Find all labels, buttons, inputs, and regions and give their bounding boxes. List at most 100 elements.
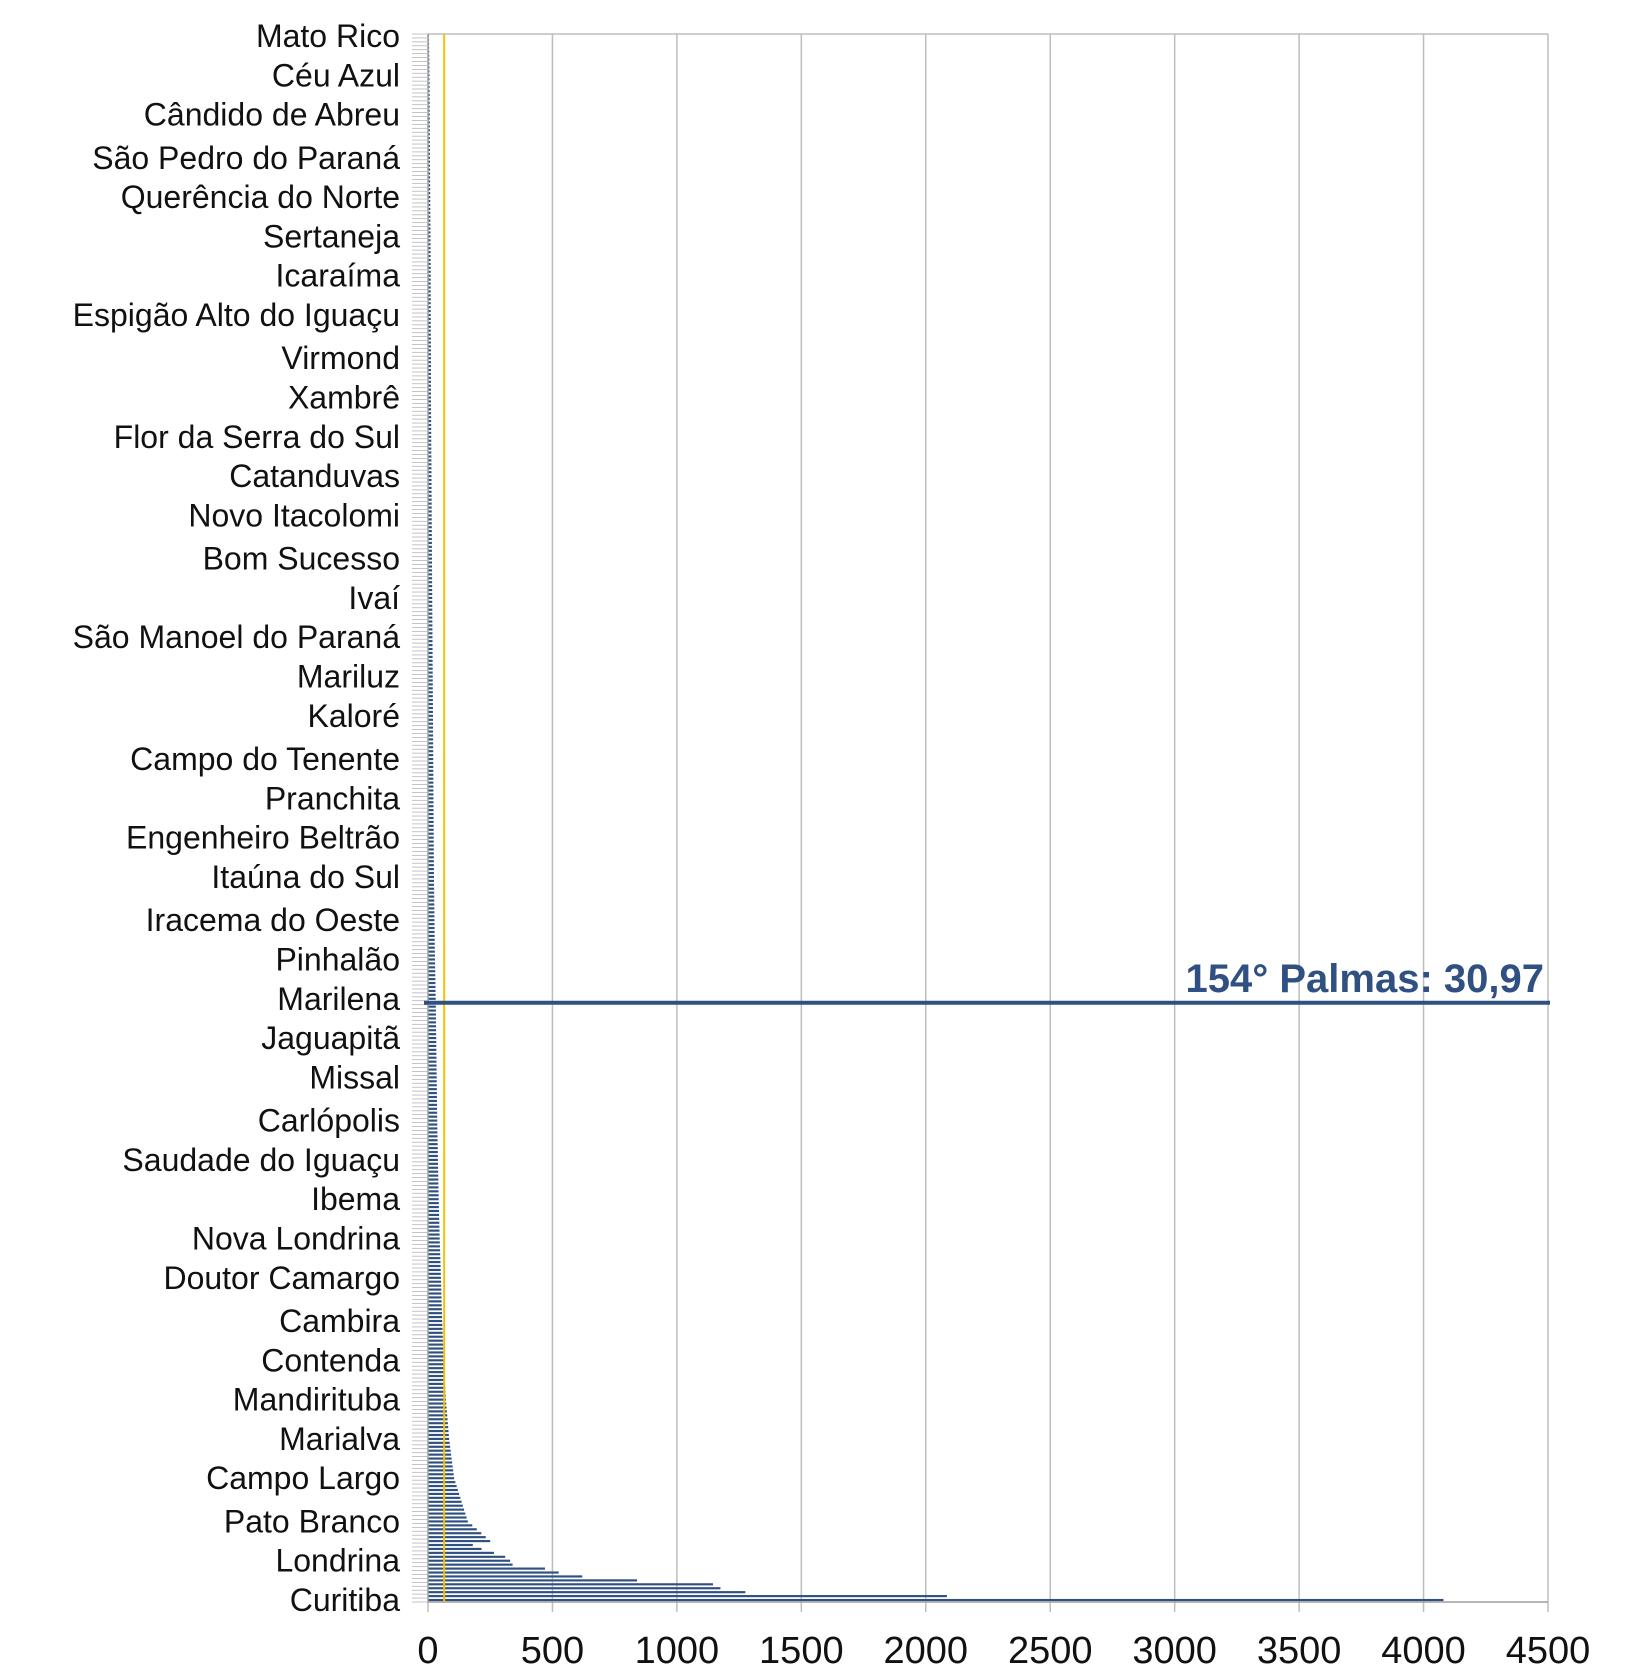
- bar: [428, 541, 432, 544]
- y-category-label: Saudade do Iguaçu: [122, 1142, 400, 1178]
- bar: [428, 809, 434, 812]
- bar: [428, 1524, 473, 1527]
- bar: [428, 1213, 440, 1216]
- bar: [428, 121, 430, 124]
- bar: [428, 1131, 438, 1134]
- bar: [428, 412, 432, 415]
- bar: [428, 596, 433, 600]
- bar: [428, 1174, 439, 1177]
- bar: [428, 730, 434, 733]
- bar: [428, 1025, 437, 1028]
- bar: [428, 644, 433, 647]
- bar: [428, 192, 431, 195]
- bar: [428, 1190, 439, 1193]
- bar: [428, 223, 431, 226]
- bar: [428, 1288, 442, 1291]
- bar: [428, 1162, 439, 1165]
- bar: [428, 930, 435, 934]
- bar: [428, 1260, 441, 1264]
- bar: [428, 592, 433, 596]
- bar: [428, 1040, 437, 1044]
- bar: [428, 129, 430, 132]
- bar: [428, 919, 435, 922]
- bar: [428, 577, 433, 580]
- x-tick-label: 2500: [1008, 1630, 1093, 1672]
- bar: [428, 1048, 437, 1051]
- bar: [428, 793, 434, 796]
- bar: [428, 1374, 445, 1378]
- grid-layer: [428, 33, 1549, 1602]
- bar: [428, 970, 436, 973]
- bar: [428, 785, 434, 788]
- bar: [428, 152, 430, 155]
- y-category-label: Mato Rico: [256, 18, 400, 54]
- bar: [428, 1457, 452, 1460]
- bar: [428, 824, 434, 827]
- bar: [428, 1394, 446, 1397]
- bar: [428, 1516, 467, 1519]
- bar: [428, 978, 436, 981]
- x-tick-label: 1500: [759, 1630, 844, 1672]
- bar: [428, 1123, 438, 1126]
- bar: [428, 1127, 438, 1130]
- bar: [428, 337, 431, 340]
- bar: [428, 746, 434, 749]
- bar: [428, 176, 431, 179]
- bar: [428, 423, 432, 427]
- bar: [428, 368, 431, 372]
- y-category-label: Flor da Serra do Sul: [114, 419, 400, 455]
- bar: [428, 856, 434, 859]
- bar: [428, 1347, 444, 1350]
- bar: [428, 620, 433, 623]
- bar: [428, 443, 432, 446]
- bar: [428, 687, 433, 690]
- bar: [428, 486, 432, 489]
- bar: [428, 1308, 442, 1311]
- bar: [428, 184, 431, 187]
- bar: [428, 659, 433, 662]
- bar: [428, 353, 431, 356]
- y-category-label: Céu Azul: [272, 57, 400, 93]
- bar: [428, 1178, 439, 1181]
- bar-large: [428, 1579, 638, 1582]
- bar: [428, 537, 432, 541]
- bar: [428, 530, 432, 533]
- y-category-label: Doutor Camargo: [163, 1260, 400, 1296]
- bar: [428, 1390, 446, 1393]
- bar: [428, 361, 431, 364]
- bar: [428, 286, 431, 289]
- bar: [428, 105, 430, 108]
- bar: [428, 1072, 437, 1075]
- bar: [428, 883, 435, 886]
- bar-large: [428, 1559, 511, 1562]
- y-category-label: Curitiba: [290, 1582, 400, 1618]
- bar: [428, 101, 430, 104]
- bar: [428, 1084, 437, 1087]
- bar: [428, 388, 431, 391]
- x-tick-label: 3000: [1132, 1630, 1217, 1672]
- bar: [428, 227, 431, 230]
- bar: [428, 1017, 436, 1020]
- bar: [428, 82, 430, 85]
- bar: [428, 950, 435, 953]
- bar: [428, 954, 435, 957]
- bar: [428, 215, 431, 218]
- bar: [428, 915, 435, 918]
- bar: [428, 1068, 437, 1071]
- bar: [428, 1540, 491, 1543]
- bar: [428, 490, 432, 493]
- bar: [428, 459, 432, 462]
- bar: [428, 923, 435, 926]
- x-tick-label: 2000: [884, 1630, 969, 1672]
- bar: [428, 671, 433, 674]
- bar: [428, 396, 431, 399]
- bar: [428, 1166, 439, 1169]
- bar: [428, 1005, 436, 1008]
- bar: [428, 1217, 440, 1220]
- bar: [428, 168, 431, 171]
- y-category-label: São Manoel do Paraná: [73, 619, 401, 655]
- bar: [428, 1158, 438, 1161]
- bar: [428, 844, 434, 847]
- bar: [428, 1304, 442, 1307]
- bar: [428, 1107, 438, 1110]
